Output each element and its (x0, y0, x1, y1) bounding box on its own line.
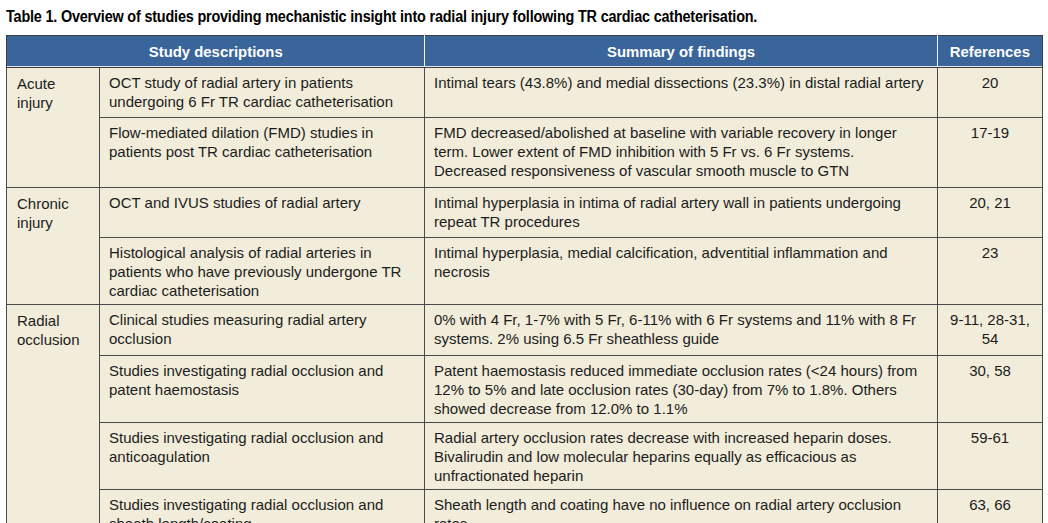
description-cell: OCT and IVUS studies of radial artery (100, 188, 425, 238)
references-cell: 59-61 (938, 423, 1043, 490)
table-row: Histological analysis of radial arteries… (7, 238, 1043, 305)
header-references: References (938, 36, 1043, 68)
page: Table 1. Overview of studies providing m… (0, 0, 1048, 523)
table-row: Chronic injury OCT and IVUS studies of r… (7, 188, 1043, 238)
references-cell: 20 (938, 68, 1043, 118)
description-cell: Histological analysis of radial arteries… (100, 238, 425, 305)
description-cell: OCT study of radial artery in patients u… (100, 68, 425, 118)
references-cell: 17-19 (938, 118, 1043, 188)
references-cell: 63, 66 (938, 490, 1043, 523)
summary-cell: FMD decreased/abolished at baseline with… (425, 118, 938, 188)
category-cell-chronic-injury: Chronic injury (7, 188, 100, 305)
category-cell-radial-occlusion: Radial occlusion (7, 305, 100, 523)
description-cell: Clinical studies measuring radial artery… (100, 305, 425, 356)
references-cell: 20, 21 (938, 188, 1043, 238)
studies-table: Study descriptions Summary of findings R… (6, 35, 1043, 523)
summary-cell: Intimal hyperplasia in intima of radial … (425, 188, 938, 238)
table-row: Studies investigating radial occlusion a… (7, 490, 1043, 523)
table-row: Flow-mediated dilation (FMD) studies in … (7, 118, 1043, 188)
summary-cell: Patent haemostasis reduced immediate occ… (425, 356, 938, 423)
header-study-descriptions: Study descriptions (7, 36, 425, 68)
summary-cell: Intimal tears (43.8%) and medial dissect… (425, 68, 938, 118)
header-summary-of-findings: Summary of findings (425, 36, 938, 68)
summary-cell: Radial artery occlusion rates decrease w… (425, 423, 938, 490)
description-cell: Studies investigating radial occlusion a… (100, 356, 425, 423)
table-row: Radial occlusion Clinical studies measur… (7, 305, 1043, 356)
summary-cell: 0% with 4 Fr, 1-7% with 5 Fr, 6-11% with… (425, 305, 938, 356)
references-cell: 23 (938, 238, 1043, 305)
table-header-row: Study descriptions Summary of findings R… (7, 36, 1043, 68)
description-cell: Studies investigating radial occlusion a… (100, 490, 425, 523)
references-cell: 30, 58 (938, 356, 1043, 423)
references-cell: 9-11, 28-31, 54 (938, 305, 1043, 356)
table-row: Acute injury OCT study of radial artery … (7, 68, 1043, 118)
summary-cell: Intimal hyperplasia, medial calcificatio… (425, 238, 938, 305)
description-cell: Flow-mediated dilation (FMD) studies in … (100, 118, 425, 188)
table-title-text: Table 1. Overview of studies providing m… (6, 8, 757, 26)
table-row: Studies investigating radial occlusion a… (7, 423, 1043, 490)
summary-cell: Sheath length and coating have no influe… (425, 490, 938, 523)
table-row: Studies investigating radial occlusion a… (7, 356, 1043, 423)
table-title: Table 1. Overview of studies providing m… (6, 8, 1042, 26)
category-cell-acute-injury: Acute injury (7, 68, 100, 188)
description-cell: Studies investigating radial occlusion a… (100, 423, 425, 490)
